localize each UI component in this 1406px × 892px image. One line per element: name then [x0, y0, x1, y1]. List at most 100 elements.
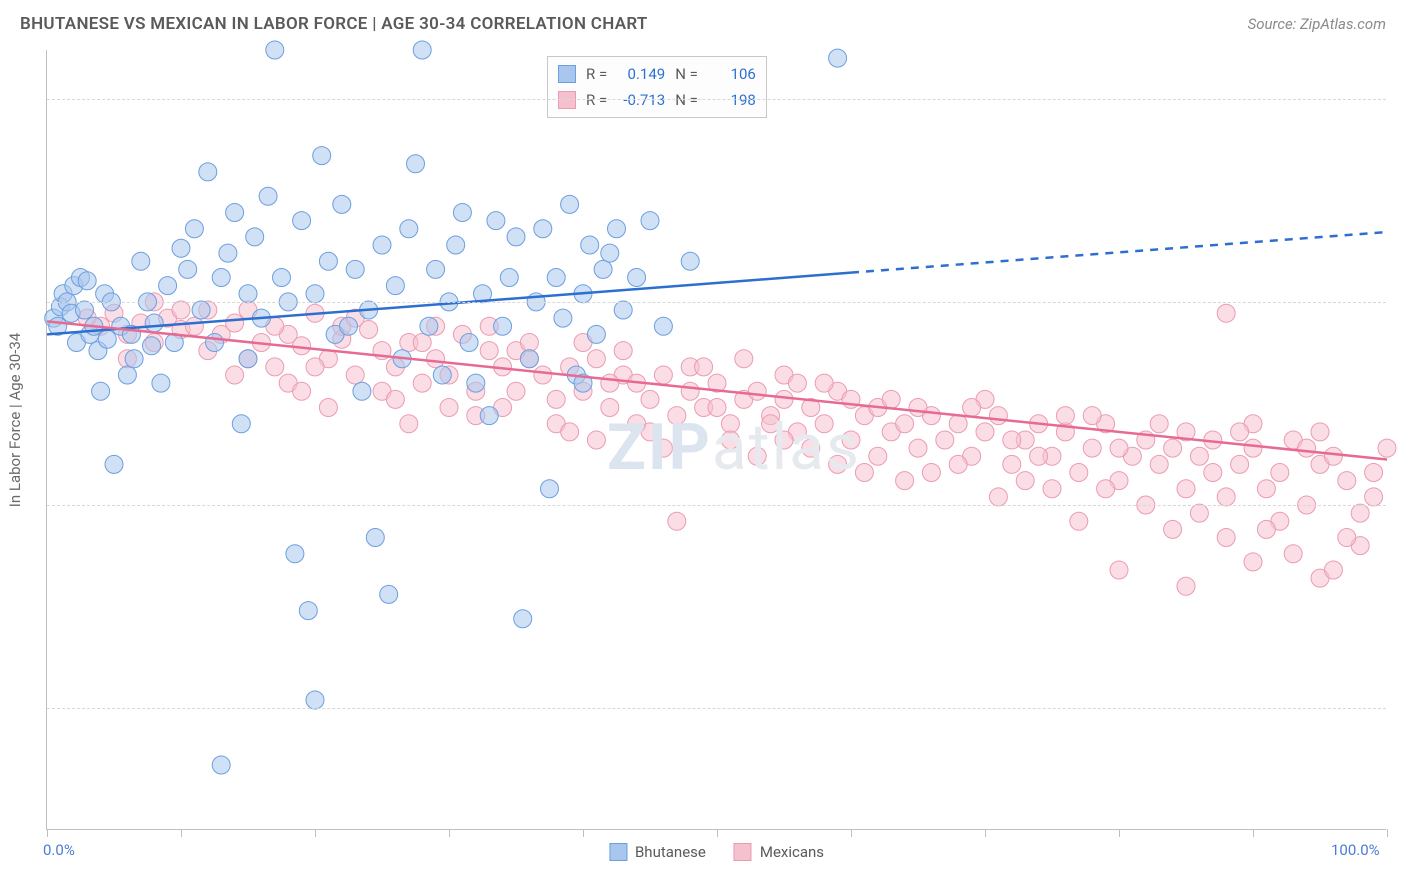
scatter-point-mexicans	[1003, 455, 1021, 473]
scatter-point-bhutanese	[226, 204, 244, 222]
scatter-point-mexicans	[989, 407, 1007, 425]
scatter-point-mexicans	[1284, 545, 1302, 563]
scatter-point-bhutanese	[219, 244, 237, 262]
swatch-mexicans	[558, 91, 576, 109]
scatter-point-mexicans	[1030, 447, 1048, 465]
scatter-point-bhutanese	[427, 260, 445, 278]
scatter-point-bhutanese	[346, 260, 364, 278]
scatter-point-mexicans	[226, 314, 244, 332]
scatter-point-bhutanese	[192, 301, 210, 319]
legend-item-bhutanese: Bhutanese	[609, 843, 706, 861]
scatter-point-mexicans	[1056, 407, 1074, 425]
scatter-point-bhutanese	[587, 325, 605, 343]
scatter-point-mexicans	[172, 301, 190, 319]
chart-svg	[47, 50, 1386, 829]
scatter-point-mexicans	[293, 382, 311, 400]
scatter-point-bhutanese	[608, 220, 626, 238]
scatter-point-bhutanese	[259, 187, 277, 205]
scatter-point-mexicans	[896, 415, 914, 433]
scatter-point-mexicans	[507, 382, 525, 400]
scatter-point-mexicans	[949, 455, 967, 473]
scatter-point-bhutanese	[212, 756, 230, 774]
scatter-point-mexicans	[1003, 431, 1021, 449]
scatter-point-bhutanese	[453, 204, 471, 222]
scatter-point-mexicans	[1070, 512, 1088, 530]
scatter-point-mexicans	[1190, 504, 1208, 522]
scatter-point-mexicans	[1324, 561, 1342, 579]
scatter-point-mexicans	[949, 415, 967, 433]
scatter-point-bhutanese	[299, 602, 317, 620]
scatter-point-mexicans	[668, 407, 686, 425]
x-tick-label: 100.0%	[1331, 841, 1380, 859]
scatter-point-mexicans	[226, 366, 244, 384]
scatter-point-bhutanese	[340, 317, 358, 335]
scatter-point-bhutanese	[487, 212, 505, 230]
scatter-point-bhutanese	[132, 252, 150, 270]
scatter-point-mexicans	[695, 358, 713, 376]
scatter-point-mexicans	[1365, 488, 1383, 506]
scatter-point-bhutanese	[641, 212, 659, 230]
scatter-point-mexicans	[1338, 472, 1356, 490]
scatter-point-mexicans	[1244, 553, 1262, 571]
scatter-point-mexicans	[1257, 520, 1275, 538]
scatter-point-mexicans	[654, 366, 672, 384]
scatter-point-mexicans	[520, 334, 538, 352]
stats-row-mexicans: R =-0.713 N =198	[558, 87, 756, 113]
scatter-point-mexicans	[547, 390, 565, 408]
scatter-point-bhutanese	[447, 236, 465, 254]
scatter-point-mexicans	[1257, 480, 1275, 498]
x-tick-mark	[449, 829, 450, 837]
scatter-point-bhutanese	[380, 585, 398, 603]
legend-label-mexicans: Mexicans	[760, 843, 824, 861]
scatter-point-mexicans	[413, 374, 431, 392]
scatter-point-mexicans	[909, 399, 927, 417]
scatter-point-mexicans	[788, 374, 806, 392]
scatter-point-mexicans	[721, 415, 739, 433]
scatter-point-bhutanese	[541, 480, 559, 498]
scatter-point-mexicans	[1244, 439, 1262, 457]
scatter-point-mexicans	[561, 423, 579, 441]
scatter-point-mexicans	[1378, 439, 1396, 457]
scatter-point-mexicans	[1217, 488, 1235, 506]
trend-line-dash-bhutanese	[851, 232, 1387, 273]
scatter-point-bhutanese	[467, 374, 485, 392]
scatter-point-mexicans	[1150, 415, 1168, 433]
scatter-point-bhutanese	[199, 163, 217, 181]
scatter-point-mexicans	[989, 488, 1007, 506]
scatter-point-bhutanese	[547, 269, 565, 287]
scatter-point-mexicans	[185, 317, 203, 335]
scatter-point-mexicans	[1298, 439, 1316, 457]
scatter-point-bhutanese	[654, 317, 672, 335]
scatter-point-mexicans	[440, 399, 458, 417]
x-tick-mark	[985, 829, 986, 837]
scatter-point-bhutanese	[353, 382, 371, 400]
scatter-point-mexicans	[815, 374, 833, 392]
scatter-point-bhutanese	[246, 228, 264, 246]
swatch-bhutanese	[558, 65, 576, 83]
scatter-point-mexicans	[1271, 464, 1289, 482]
scatter-point-mexicans	[681, 382, 699, 400]
scatter-point-bhutanese	[534, 220, 552, 238]
scatter-point-mexicans	[1083, 407, 1101, 425]
scatter-point-bhutanese	[407, 155, 425, 173]
legend-label-bhutanese: Bhutanese	[635, 843, 706, 861]
trend-line-mexicans	[47, 321, 1387, 459]
scatter-point-mexicans	[601, 374, 619, 392]
scatter-point-mexicans	[1177, 577, 1195, 595]
scatter-point-mexicans	[614, 342, 632, 360]
legend-swatch-mexicans	[734, 843, 752, 861]
scatter-point-bhutanese	[172, 239, 190, 257]
scatter-point-bhutanese	[319, 252, 337, 270]
scatter-point-mexicans	[1150, 455, 1168, 473]
x-tick-mark	[583, 829, 584, 837]
scatter-point-bhutanese	[306, 285, 324, 303]
scatter-point-mexicans	[922, 464, 940, 482]
x-tick-mark	[181, 829, 182, 837]
bottom-legend: Bhutanese Mexicans	[609, 843, 824, 861]
scatter-point-bhutanese	[306, 691, 324, 709]
scatter-point-bhutanese	[159, 277, 177, 295]
scatter-point-bhutanese	[98, 330, 116, 348]
scatter-point-mexicans	[896, 472, 914, 490]
scatter-point-bhutanese	[400, 220, 418, 238]
scatter-point-mexicans	[882, 390, 900, 408]
